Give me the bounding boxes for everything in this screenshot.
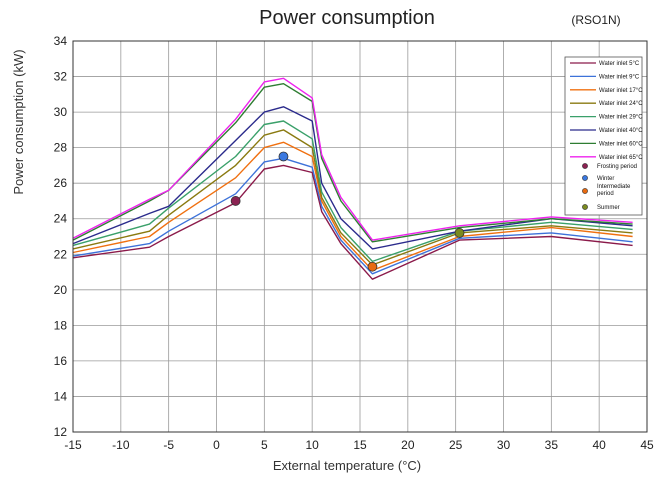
season-marker-3 (455, 228, 464, 237)
x-tick-label: 20 (401, 438, 415, 452)
x-tick-label: 40 (592, 438, 606, 452)
x-tick-label: 10 (305, 438, 319, 452)
x-tick-label: -5 (163, 438, 174, 452)
x-axis-label: External temperature (°C) (273, 458, 421, 473)
legend-marker-2 (582, 188, 587, 193)
y-tick-label: 32 (54, 70, 68, 84)
y-tick-label: 34 (54, 34, 68, 48)
legend-marker-1 (582, 175, 587, 180)
y-tick-label: 18 (54, 318, 68, 332)
chart-subtitle: (RSO1N) (571, 13, 620, 27)
y-axis-ticks: 12 14 16 18 20 22 24 26 28 30 32 34 (54, 34, 68, 439)
x-tick-label: 15 (353, 438, 367, 452)
legend-label: Summer (597, 205, 620, 211)
legend-label: Water inlet 5°C (599, 61, 640, 67)
legend-marker-3 (582, 204, 587, 209)
season-marker-2 (368, 262, 377, 271)
x-tick-label: 5 (261, 438, 268, 452)
x-tick-label: 35 (545, 438, 559, 452)
y-tick-label: 26 (54, 176, 68, 190)
legend: Water inlet 5°C Water inlet 9°C Water inle… (565, 57, 643, 215)
y-tick-label: 24 (54, 212, 68, 226)
x-tick-label: -15 (64, 438, 82, 452)
series-line-2 (73, 142, 633, 270)
y-axis-label: Power consumption (kW) (11, 49, 26, 194)
y-tick-label: 16 (54, 354, 68, 368)
legend-label: Frosting period (597, 164, 637, 170)
legend-label: Water inlet 65°C (599, 155, 643, 161)
y-tick-label: 12 (54, 425, 68, 439)
legend-label: Water inlet 24°C (599, 101, 643, 107)
y-tick-label: 20 (54, 283, 68, 297)
x-tick-label: 30 (497, 438, 511, 452)
x-tick-label: -10 (112, 438, 130, 452)
y-tick-label: 30 (54, 105, 68, 119)
x-tick-label: 45 (640, 438, 654, 452)
chart-title: Power consumption (259, 7, 435, 29)
y-tick-label: 28 (54, 141, 68, 155)
legend-label: Water inlet 29°C (599, 115, 643, 121)
legend-label: Water inlet 9°C (599, 74, 640, 80)
season-marker-1 (279, 152, 288, 161)
legend-label: Water inlet 40°C (599, 128, 643, 134)
x-tick-label: 25 (449, 438, 463, 452)
legend-label: Winter (597, 176, 614, 182)
y-tick-label: 14 (54, 389, 68, 403)
legend-marker-0 (582, 163, 587, 168)
x-axis-ticks: -15 -10 -5 0 5 10 15 20 25 30 35 40 45 (64, 438, 654, 452)
series-group (73, 78, 633, 279)
series-line-4 (73, 121, 633, 261)
season-marker-0 (231, 196, 240, 205)
legend-label: Water inlet 60°C (599, 141, 643, 147)
y-tick-label: 22 (54, 247, 68, 261)
legend-label: Water inlet 17°C (599, 88, 643, 94)
x-tick-label: 0 (213, 438, 220, 452)
